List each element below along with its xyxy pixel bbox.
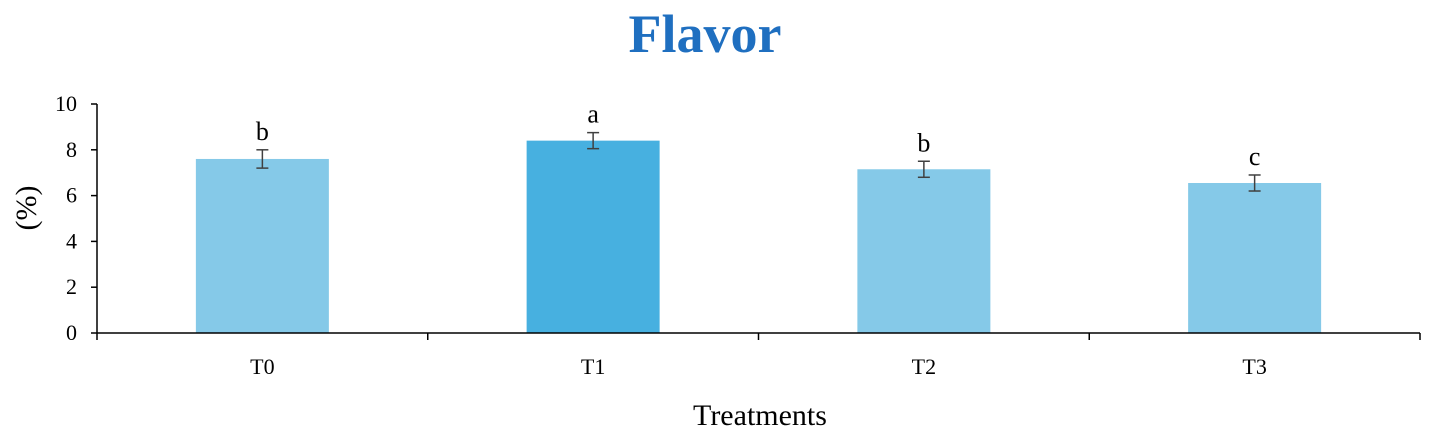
significance-letter-t0: b [256, 117, 269, 146]
bar-t2 [857, 169, 991, 333]
x-tick-label-t0: T0 [250, 354, 274, 379]
error-bars [256, 131, 1261, 192]
bar-t1 [526, 140, 660, 333]
x-axis-label: Treatments [693, 399, 827, 432]
y-tick-label: 8 [66, 137, 77, 162]
y-tick-label: 2 [66, 274, 77, 299]
significance-letter-t2: b [917, 128, 930, 157]
axes [91, 103, 1421, 340]
significance-letter-t3: c [1249, 142, 1261, 171]
chart-title: Flavor [629, 4, 782, 64]
x-tick-labels: T0 T1 T2 T3 [250, 354, 1267, 379]
y-axis-label: (%) [10, 186, 43, 231]
x-tick-label-t1: T1 [581, 354, 605, 379]
error-bar-t0 [256, 149, 269, 169]
y-tick-labels: 0 2 4 6 8 10 [55, 91, 77, 345]
error-bar-t3 [1248, 174, 1261, 192]
y-tick-label: 6 [66, 183, 77, 208]
error-bar-t2 [917, 160, 930, 179]
bar-t0 [195, 158, 329, 333]
significance-letter-t1: a [587, 100, 599, 129]
significance-letters: b a b c [256, 100, 1261, 171]
bar-t3 [1188, 183, 1322, 333]
x-tick-label-t2: T2 [912, 354, 936, 379]
y-tick-label: 0 [66, 320, 77, 345]
y-tick-label: 4 [66, 228, 77, 253]
error-bar-t1 [587, 131, 600, 150]
bars [195, 140, 1322, 333]
x-tick-label-t3: T3 [1242, 354, 1266, 379]
y-tick-label: 10 [55, 91, 77, 116]
